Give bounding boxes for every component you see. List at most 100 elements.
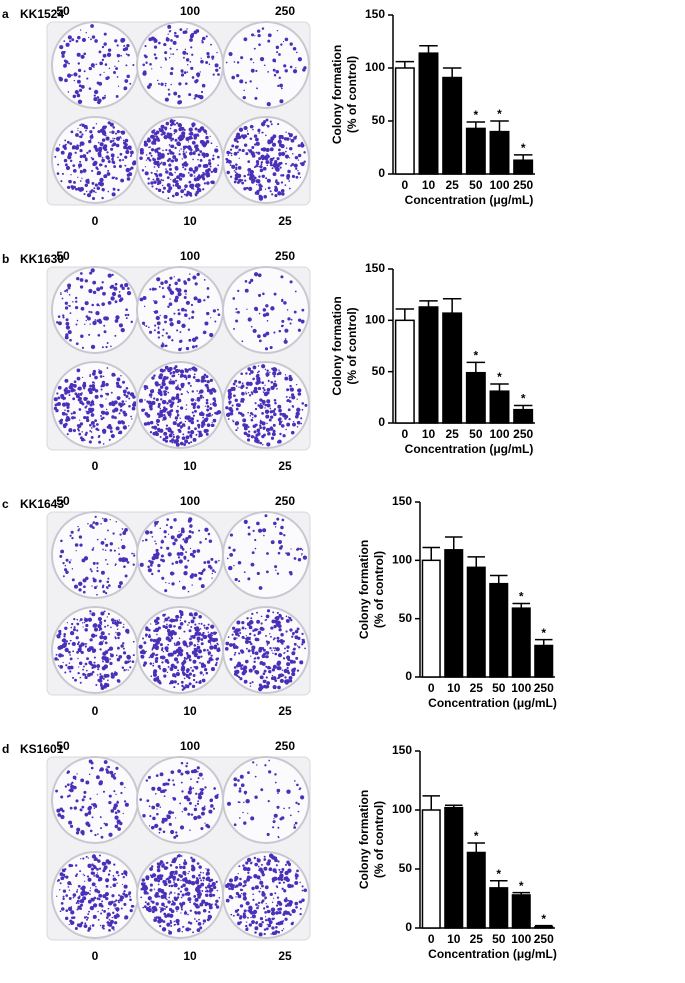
- colony: [104, 549, 107, 552]
- colony: [102, 640, 105, 642]
- colony: [188, 127, 193, 132]
- colony: [176, 922, 180, 926]
- colony: [84, 643, 87, 645]
- colony: [100, 611, 105, 616]
- colony: [182, 870, 187, 875]
- colony: [244, 895, 247, 898]
- colony: [183, 289, 188, 293]
- colony: [293, 163, 298, 168]
- colony: [265, 927, 269, 931]
- colony: [276, 677, 279, 680]
- colony: [253, 176, 257, 180]
- colony: [277, 921, 282, 926]
- colony: [92, 903, 98, 908]
- colony: [248, 172, 250, 174]
- colony: [88, 805, 92, 810]
- colony: [259, 916, 264, 921]
- colony: [236, 74, 240, 78]
- colony: [199, 877, 202, 880]
- colony: [180, 545, 184, 549]
- colony: [91, 803, 94, 806]
- colony: [247, 526, 251, 529]
- colony: [118, 159, 122, 162]
- colony: [165, 424, 169, 427]
- colony: [239, 915, 243, 918]
- colony: [95, 123, 98, 125]
- colony: [178, 153, 181, 156]
- colony: [124, 802, 129, 807]
- colony: [176, 48, 178, 51]
- colony: [192, 170, 196, 173]
- colony: [156, 423, 158, 425]
- colony: [175, 834, 179, 838]
- colony: [157, 883, 160, 886]
- colony: [260, 622, 263, 625]
- x-axis-label: Concentration (μg/mL): [405, 442, 534, 456]
- colony: [94, 375, 98, 380]
- colony: [68, 179, 72, 184]
- colony: [251, 180, 255, 184]
- colony: [125, 149, 130, 155]
- colony: [206, 560, 211, 564]
- colony: [168, 624, 173, 628]
- colony: [157, 675, 160, 678]
- colony: [200, 886, 202, 888]
- colony: [243, 821, 247, 825]
- colony: [123, 902, 127, 906]
- colony: [100, 682, 103, 686]
- colony: [264, 764, 267, 767]
- colony: [191, 137, 193, 140]
- colony: [265, 331, 270, 336]
- colony: [154, 524, 157, 527]
- colony: [88, 87, 92, 90]
- colony: [260, 925, 263, 928]
- colony: [107, 907, 110, 910]
- colony: [188, 801, 192, 805]
- colony: [225, 884, 230, 888]
- colony: [172, 40, 177, 45]
- colony: [76, 376, 81, 381]
- colony: [64, 785, 68, 788]
- colony: [97, 616, 102, 622]
- colony: [234, 651, 237, 654]
- x-tick-label: 0: [428, 932, 435, 946]
- colony: [61, 151, 64, 153]
- colony: [63, 875, 66, 878]
- colony: [66, 405, 70, 409]
- plate-label: 25: [278, 214, 292, 228]
- colony: [262, 528, 267, 533]
- colony: [76, 827, 81, 832]
- colony: [301, 554, 303, 556]
- colony: [151, 376, 155, 380]
- colony: [288, 187, 291, 190]
- x-tick-label: 100: [511, 681, 531, 695]
- colony: [191, 874, 196, 879]
- colony: [129, 666, 132, 669]
- colony: [111, 157, 114, 161]
- colony: [259, 168, 264, 173]
- colony: [177, 660, 180, 663]
- colony: [296, 420, 301, 425]
- colony: [178, 530, 180, 533]
- colony: [145, 779, 149, 782]
- colony: [265, 614, 270, 619]
- colony: [239, 412, 242, 415]
- colony: [145, 875, 150, 880]
- colony: [272, 429, 276, 433]
- colony: [69, 640, 72, 642]
- colony: [174, 924, 177, 926]
- colony: [96, 562, 99, 565]
- colony: [207, 380, 210, 382]
- colony: [139, 156, 143, 161]
- colony: [164, 51, 168, 55]
- colony: [247, 812, 249, 814]
- colony: [227, 636, 230, 638]
- colony: [174, 146, 177, 150]
- colony: [101, 924, 105, 928]
- colony: [87, 617, 93, 622]
- colony: [170, 39, 173, 42]
- colony: [283, 339, 288, 344]
- colony: [160, 133, 163, 136]
- colony: [158, 831, 161, 834]
- colony: [233, 653, 236, 656]
